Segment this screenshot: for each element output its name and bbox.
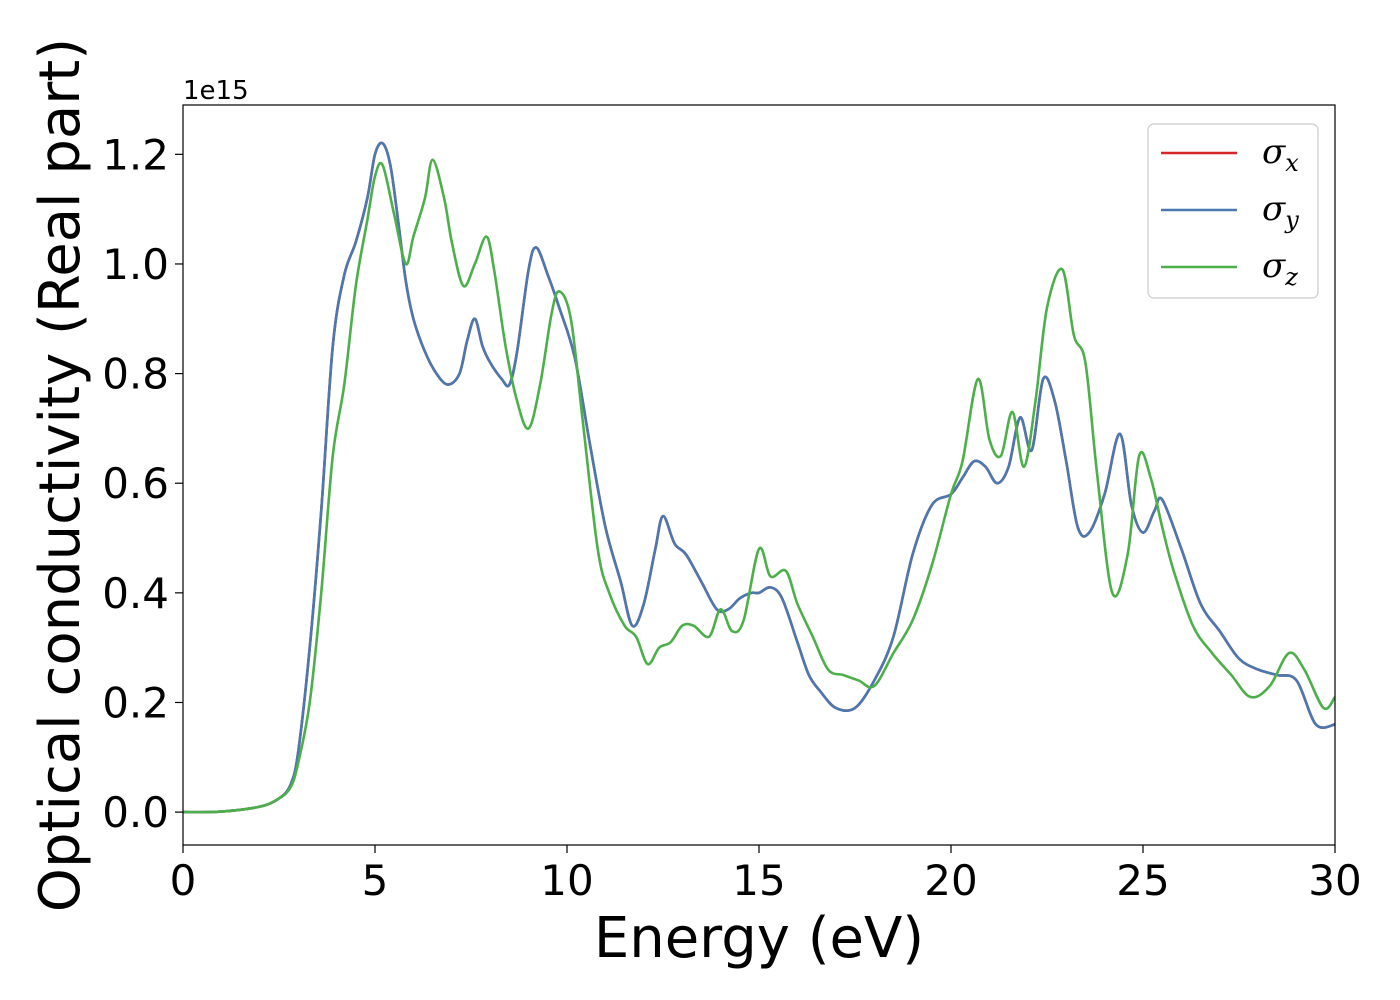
- y-tick-label: 0.6: [102, 459, 169, 508]
- y-tick-label: 1.2: [102, 130, 169, 179]
- x-tick-label: 5: [362, 856, 389, 905]
- x-tick-label: 0: [170, 856, 197, 905]
- y-offset-label: 1e15: [183, 76, 249, 106]
- x-tick-label: 10: [540, 856, 593, 905]
- x-tick-label: 15: [732, 856, 785, 905]
- series-layer: [183, 141, 1335, 814]
- x-tick-label: 30: [1308, 856, 1361, 905]
- x-tick-label: 20: [924, 856, 977, 905]
- legend-label-x: σx: [1262, 132, 1299, 177]
- x-tick-label: 25: [1116, 856, 1169, 905]
- legend: σx σy σz: [1147, 123, 1319, 299]
- y-tick-label: 0.0: [102, 788, 169, 837]
- ticks-layer: 0 5 10 15 20 25 30 0.0 0.2 0.4 0.6 0.8 1.0 1.2: [102, 130, 1362, 905]
- series-line-z: [183, 158, 1335, 814]
- series-line-y: [183, 141, 1335, 814]
- legend-label-y: σy: [1262, 189, 1299, 234]
- x-axis-title: Energy (eV): [594, 906, 924, 971]
- y-tick-label: 0.8: [102, 350, 169, 399]
- y-tick-label: 1.0: [102, 240, 169, 289]
- legend-label-z: σz: [1262, 246, 1298, 291]
- y-tick-label: 0.2: [102, 678, 169, 727]
- y-axis-title: Optical conductivity (Real part): [28, 38, 93, 912]
- y-tick-label: 0.4: [102, 569, 169, 618]
